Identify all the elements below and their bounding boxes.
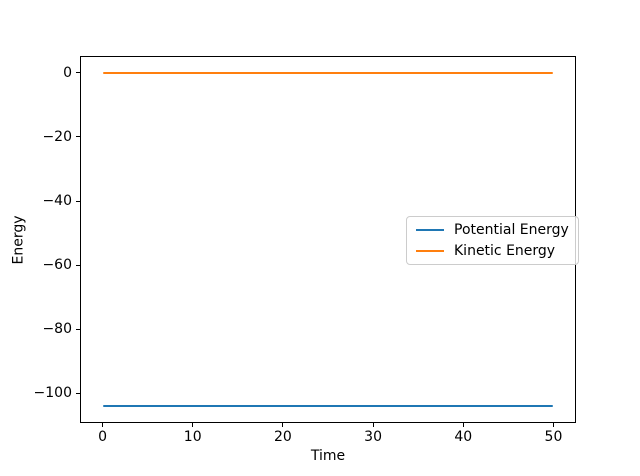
y-tick-mark (76, 392, 80, 394)
legend-line-swatch-1 (416, 250, 444, 252)
x-tick-label: 30 (364, 429, 382, 445)
legend: Potential Energy Kinetic Energy (406, 216, 579, 265)
y-tick-mark (76, 72, 80, 74)
x-tick-label: 10 (183, 429, 202, 445)
x-tick-mark (192, 423, 194, 427)
x-tick-label: 20 (273, 429, 292, 445)
x-tick-mark (552, 423, 554, 427)
legend-label-potential-energy: Potential Energy (454, 222, 569, 238)
x-tick-label: 0 (98, 429, 107, 445)
x-tick-mark (372, 423, 374, 427)
x-axis-label: Time (310, 448, 346, 464)
x-tick-mark (282, 423, 284, 427)
y-tick-label: −60 (42, 257, 72, 274)
x-tick-label: 50 (544, 429, 563, 445)
legend-line-swatch-0 (416, 229, 444, 231)
y-tick-label: −20 (42, 128, 72, 145)
y-tick-mark (76, 136, 80, 138)
y-tick-mark (76, 264, 80, 266)
y-tick-label: −100 (33, 385, 72, 402)
y-tick-label: −80 (42, 321, 72, 338)
y-axis-label: Energy (10, 215, 27, 265)
series-line-kinetic-energy (102, 71, 554, 74)
y-tick-mark (76, 328, 80, 330)
x-tick-mark (102, 423, 104, 427)
y-tick-label: 0 (63, 64, 72, 81)
series-line-potential-energy (102, 405, 554, 408)
y-tick-label: −40 (42, 193, 72, 209)
y-tick-mark (76, 200, 80, 202)
x-tick-mark (462, 423, 464, 427)
legend-item-kinetic-energy: Kinetic Energy (416, 243, 569, 259)
legend-label-kinetic-energy: Kinetic Energy (454, 243, 556, 259)
x-tick-label: 40 (454, 429, 473, 445)
legend-item-potential-energy: Potential Energy (416, 222, 569, 238)
